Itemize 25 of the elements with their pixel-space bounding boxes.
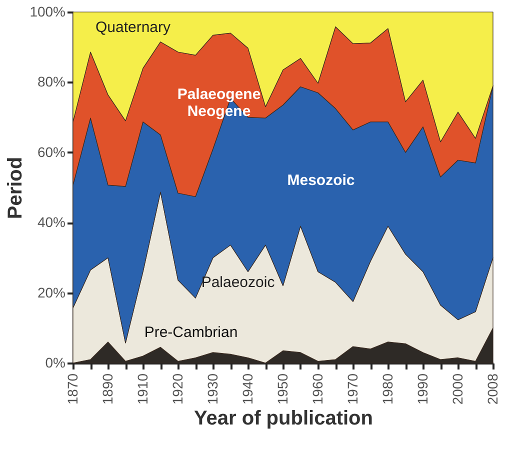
y-tick-label: 40% (37, 214, 66, 230)
series-label: Quaternary (95, 19, 172, 36)
y-tick-label: 80% (37, 74, 66, 90)
y-tick-label: 0% (45, 354, 66, 370)
y-tick-label: 20% (37, 284, 66, 300)
x-axis-title: Year of publication (194, 408, 373, 430)
x-tick-label: 1930 (204, 373, 220, 405)
x-tick-label: 1980 (380, 373, 396, 405)
series-label: Pre-Cambrian (144, 324, 238, 341)
y-axis-title: Period (4, 156, 27, 220)
x-tick-label: 1920 (170, 373, 186, 405)
series-label: Mesozoic (287, 172, 355, 189)
x-tick-label: 1890 (100, 373, 116, 405)
x-tick-label: 1950 (274, 373, 290, 405)
x-tick-label: 1940 (240, 373, 256, 405)
x-tick-label: 1870 (64, 373, 80, 405)
x-tick-label: 2000 (450, 373, 466, 405)
x-tick-label: 1970 (344, 373, 360, 405)
x-tick-label: 1910 (134, 373, 150, 405)
y-tick-label: 60% (37, 144, 66, 160)
x-tick-label: 1990 (414, 373, 430, 405)
y-tick-label: 100% (30, 4, 66, 20)
series-label: Palaeozoic (201, 274, 276, 291)
x-tick-label: 2008 (484, 373, 500, 405)
x-tick-label: 1960 (310, 373, 326, 405)
